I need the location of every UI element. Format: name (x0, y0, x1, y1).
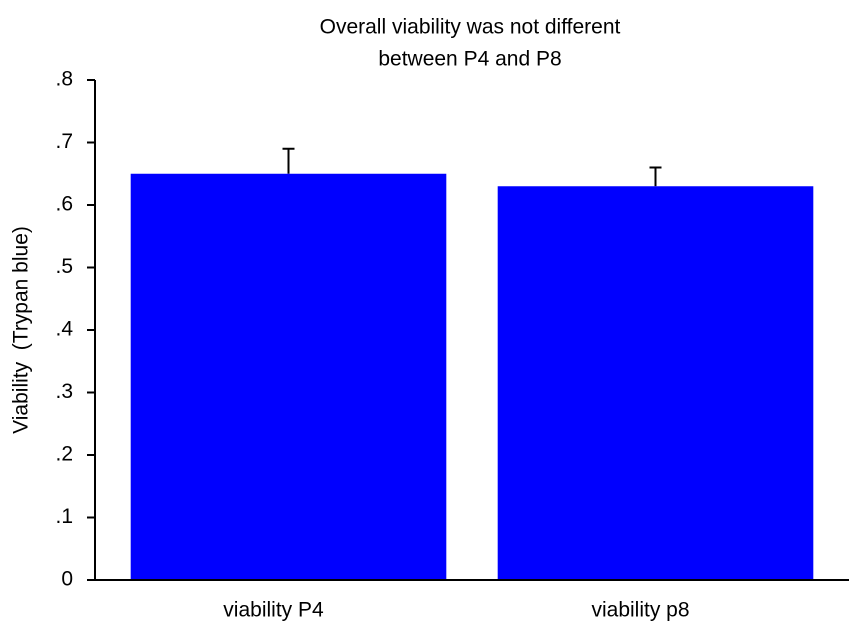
y-tick-label: .4 (55, 318, 73, 341)
y-tick-label: .5 (55, 255, 73, 278)
y-tick-label: .2 (55, 443, 73, 466)
y-tick-label: .8 (55, 68, 73, 91)
y-tick-label: .6 (55, 193, 73, 216)
chart-title: between P4 and P8 (378, 48, 561, 71)
bar (130, 173, 447, 580)
y-tick-label: .7 (55, 130, 73, 153)
y-tick-label: .1 (55, 505, 73, 528)
chart-title: Overall viability was not different (320, 16, 621, 39)
y-tick-label: 0 (61, 568, 73, 591)
x-tick-label: viability p8 (591, 599, 689, 622)
x-tick-label: viability P4 (223, 599, 324, 622)
bar (497, 186, 814, 580)
y-axis-label: Viability (Trypan blue) (10, 226, 33, 434)
y-tick-label: .3 (55, 380, 73, 403)
